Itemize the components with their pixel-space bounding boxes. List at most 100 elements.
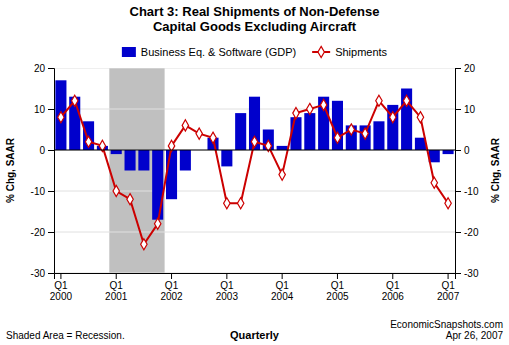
tick-label: -20 bbox=[464, 227, 479, 238]
marker bbox=[348, 124, 354, 135]
tick-label: 0 bbox=[464, 145, 470, 156]
marker bbox=[251, 136, 257, 147]
tick-mark bbox=[48, 68, 54, 69]
tick: 0 bbox=[39, 145, 54, 156]
tick-label-line: 2001 bbox=[105, 291, 128, 302]
marker bbox=[237, 198, 243, 209]
tick: -20 bbox=[31, 227, 54, 238]
tick-mark bbox=[455, 150, 461, 151]
tick-label-line: Q1 bbox=[441, 280, 455, 291]
tick-label-line: Q1 bbox=[386, 280, 400, 291]
grid-line bbox=[54, 150, 455, 151]
tick-label: -30 bbox=[31, 268, 46, 279]
bar bbox=[180, 150, 191, 171]
bar bbox=[83, 121, 94, 150]
tick: Q12001 bbox=[105, 273, 128, 302]
tick-label: Q12005 bbox=[326, 280, 349, 302]
tick: Q12004 bbox=[271, 273, 294, 302]
tick-mark bbox=[448, 273, 449, 279]
x-axis-title: Quarterly bbox=[230, 329, 280, 341]
tick-mark bbox=[60, 273, 61, 279]
grid bbox=[54, 68, 455, 273]
tick: Q12000 bbox=[50, 273, 73, 302]
y2-axis: -30 -20 -10 0 10 20 bbox=[455, 63, 479, 279]
title-line: Chart 3: Real Shipments of Non-Defense bbox=[130, 4, 380, 19]
tick: Q12003 bbox=[216, 273, 239, 302]
tick-label: -10 bbox=[31, 186, 46, 197]
marker bbox=[141, 239, 147, 250]
legend: Business Eq. & Software (GDP) Shipments bbox=[122, 46, 388, 58]
bar bbox=[221, 150, 232, 166]
tick: Q12007 bbox=[437, 273, 460, 302]
marker bbox=[445, 198, 451, 209]
y-axis: -30 -20 -10 0 10 20 bbox=[31, 63, 55, 279]
bar bbox=[111, 150, 122, 154]
tick: -30 bbox=[31, 268, 54, 279]
marker bbox=[127, 194, 133, 205]
bar bbox=[125, 150, 136, 171]
tick-label-line: Q1 bbox=[331, 280, 345, 291]
marker bbox=[431, 177, 437, 188]
tick-label-line: 2006 bbox=[382, 291, 405, 302]
tick: 10 bbox=[455, 104, 476, 115]
marker bbox=[113, 185, 119, 196]
marker bbox=[58, 112, 64, 123]
tick: Q12002 bbox=[160, 273, 183, 302]
bar bbox=[277, 146, 288, 150]
marker bbox=[72, 95, 78, 106]
legend-label: Shipments bbox=[335, 46, 387, 58]
bar bbox=[373, 121, 384, 150]
legend-marker bbox=[318, 46, 324, 57]
data-layer bbox=[54, 68, 455, 273]
y-axis-title: % Chg, SAAR bbox=[5, 137, 16, 203]
title-line: Capital Goods Excluding Aircraft bbox=[153, 19, 357, 34]
tick: -10 bbox=[31, 186, 54, 197]
marker bbox=[376, 95, 382, 106]
tick-label: 10 bbox=[34, 104, 46, 115]
annotation-line: Apr 26, 2007 bbox=[446, 330, 504, 341]
tick-label: Q12007 bbox=[437, 280, 460, 302]
tick-label: 20 bbox=[34, 63, 46, 74]
tick-label: -10 bbox=[464, 186, 479, 197]
annotation: Shaded Area = Recession. bbox=[6, 330, 125, 341]
tick: -10 bbox=[455, 186, 479, 197]
tick: 20 bbox=[455, 63, 476, 74]
tick-mark bbox=[455, 232, 461, 233]
y2-axis-title: % Chg, SAAR bbox=[490, 137, 501, 203]
bar bbox=[166, 150, 177, 199]
marker bbox=[320, 99, 326, 110]
grid-line bbox=[54, 273, 455, 274]
marker bbox=[196, 128, 202, 139]
tick: -30 bbox=[455, 268, 479, 279]
marker bbox=[307, 103, 313, 114]
tick-label-line: 2003 bbox=[216, 291, 239, 302]
tick-label: 10 bbox=[464, 104, 476, 115]
tick-label-line: 2005 bbox=[326, 291, 349, 302]
tick-label: Q12002 bbox=[160, 280, 183, 302]
tick-mark bbox=[171, 273, 172, 279]
tick: Q12006 bbox=[382, 273, 405, 302]
marker bbox=[293, 108, 299, 119]
bar bbox=[332, 101, 343, 150]
tick-label-line: Q1 bbox=[275, 280, 289, 291]
tick-mark bbox=[337, 273, 338, 279]
axis-line bbox=[55, 274, 456, 280]
tick-label-line: Q1 bbox=[110, 280, 124, 291]
tick-label: Q12003 bbox=[216, 280, 239, 302]
tick-mark bbox=[48, 150, 54, 151]
marker bbox=[417, 112, 423, 123]
legend-item: Business Eq. & Software (GDP) bbox=[122, 46, 296, 58]
annotation-line: Shaded Area = Recession. bbox=[6, 330, 125, 341]
marker bbox=[362, 128, 368, 139]
marker bbox=[85, 136, 91, 147]
x-axis-title-line: Quarterly bbox=[230, 329, 280, 341]
markers bbox=[58, 95, 452, 250]
tick: -20 bbox=[455, 227, 479, 238]
marker bbox=[154, 218, 160, 229]
tick: 20 bbox=[34, 63, 54, 74]
marker bbox=[403, 95, 409, 106]
tick-label-line: Q1 bbox=[54, 280, 68, 291]
bar bbox=[304, 113, 315, 150]
tick-mark bbox=[116, 273, 117, 279]
tick-label: Q12001 bbox=[105, 280, 128, 302]
